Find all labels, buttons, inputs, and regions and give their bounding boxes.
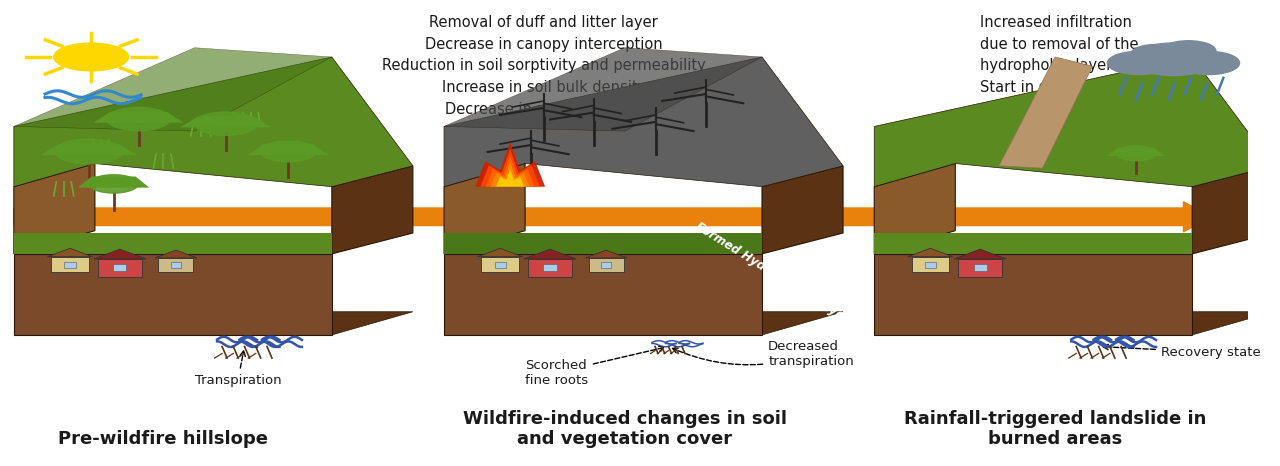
Text: Increased infiltration
due to removal of the
hydrophobic layer
Start in soil pro: Increased infiltration due to removal of… [980,15,1160,116]
Polygon shape [14,48,332,131]
Circle shape [1116,146,1156,161]
Polygon shape [14,312,413,335]
Text: Decreased
transpiration: Decreased transpiration [672,340,854,368]
Polygon shape [14,254,332,335]
Polygon shape [762,166,844,254]
Polygon shape [492,163,530,187]
Bar [481,257,518,272]
Circle shape [54,43,128,71]
Bar [924,261,936,267]
Polygon shape [477,248,522,257]
Text: Pre-wildfire hillslope: Pre-wildfire hillslope [59,431,269,448]
Polygon shape [874,57,1274,187]
Bar [99,259,142,277]
Polygon shape [874,312,1274,335]
Polygon shape [1192,166,1274,254]
Text: Recovery state: Recovery state [1103,344,1261,359]
Polygon shape [93,112,184,123]
Polygon shape [444,57,844,187]
Polygon shape [1107,148,1165,156]
Circle shape [1178,51,1239,75]
Polygon shape [954,249,1006,259]
Circle shape [108,107,170,131]
Bar [911,257,948,272]
Polygon shape [93,249,146,259]
Polygon shape [78,177,150,188]
Polygon shape [585,250,627,258]
Bar [544,265,557,272]
Circle shape [260,141,316,162]
Circle shape [1130,43,1217,75]
Polygon shape [14,57,413,187]
Bar [494,261,506,267]
Bar [600,262,612,268]
FancyArrow shape [14,202,1211,232]
Polygon shape [40,144,137,155]
Circle shape [55,139,123,164]
Text: Scorched
fine roots: Scorched fine roots [525,346,664,387]
Circle shape [88,175,138,193]
Polygon shape [444,164,525,254]
Polygon shape [874,164,955,254]
Polygon shape [14,233,332,254]
Polygon shape [444,312,844,335]
Polygon shape [332,166,413,254]
Text: Removal of duff and litter layer
Decrease in canopy interception
Reduction in so: Removal of duff and litter layer Decreas… [381,15,705,116]
Text: Formed Hydrophobic Layer: Formed Hydrophobic Layer [692,219,851,325]
Polygon shape [475,143,545,187]
Text: Wildfire-induced changes in soil
and vegetation cover: Wildfire-induced changes in soil and veg… [463,410,787,448]
Bar [51,257,88,272]
Polygon shape [524,249,576,259]
Bar [159,258,193,272]
Polygon shape [47,248,92,257]
Polygon shape [485,156,535,187]
Text: Rainfall-triggered landslide in
burned areas: Rainfall-triggered landslide in burned a… [904,410,1206,448]
Polygon shape [180,116,271,127]
Polygon shape [497,169,524,187]
Polygon shape [874,254,1192,335]
Polygon shape [480,149,540,187]
Bar [529,259,572,277]
Circle shape [1132,44,1181,63]
Polygon shape [444,254,762,335]
Circle shape [1107,51,1170,75]
Polygon shape [14,164,95,254]
Bar [170,262,182,268]
Circle shape [1161,41,1216,61]
Polygon shape [155,250,197,258]
Bar [959,259,1002,277]
Circle shape [195,112,257,135]
Polygon shape [874,233,1192,254]
Polygon shape [444,48,762,131]
Text: Transpiration: Transpiration [195,351,282,387]
Bar [974,265,987,272]
Polygon shape [908,248,952,257]
Polygon shape [444,233,762,254]
Bar [589,258,623,272]
Polygon shape [998,57,1092,168]
Bar [64,261,76,267]
Polygon shape [247,144,329,155]
Bar [114,265,127,272]
